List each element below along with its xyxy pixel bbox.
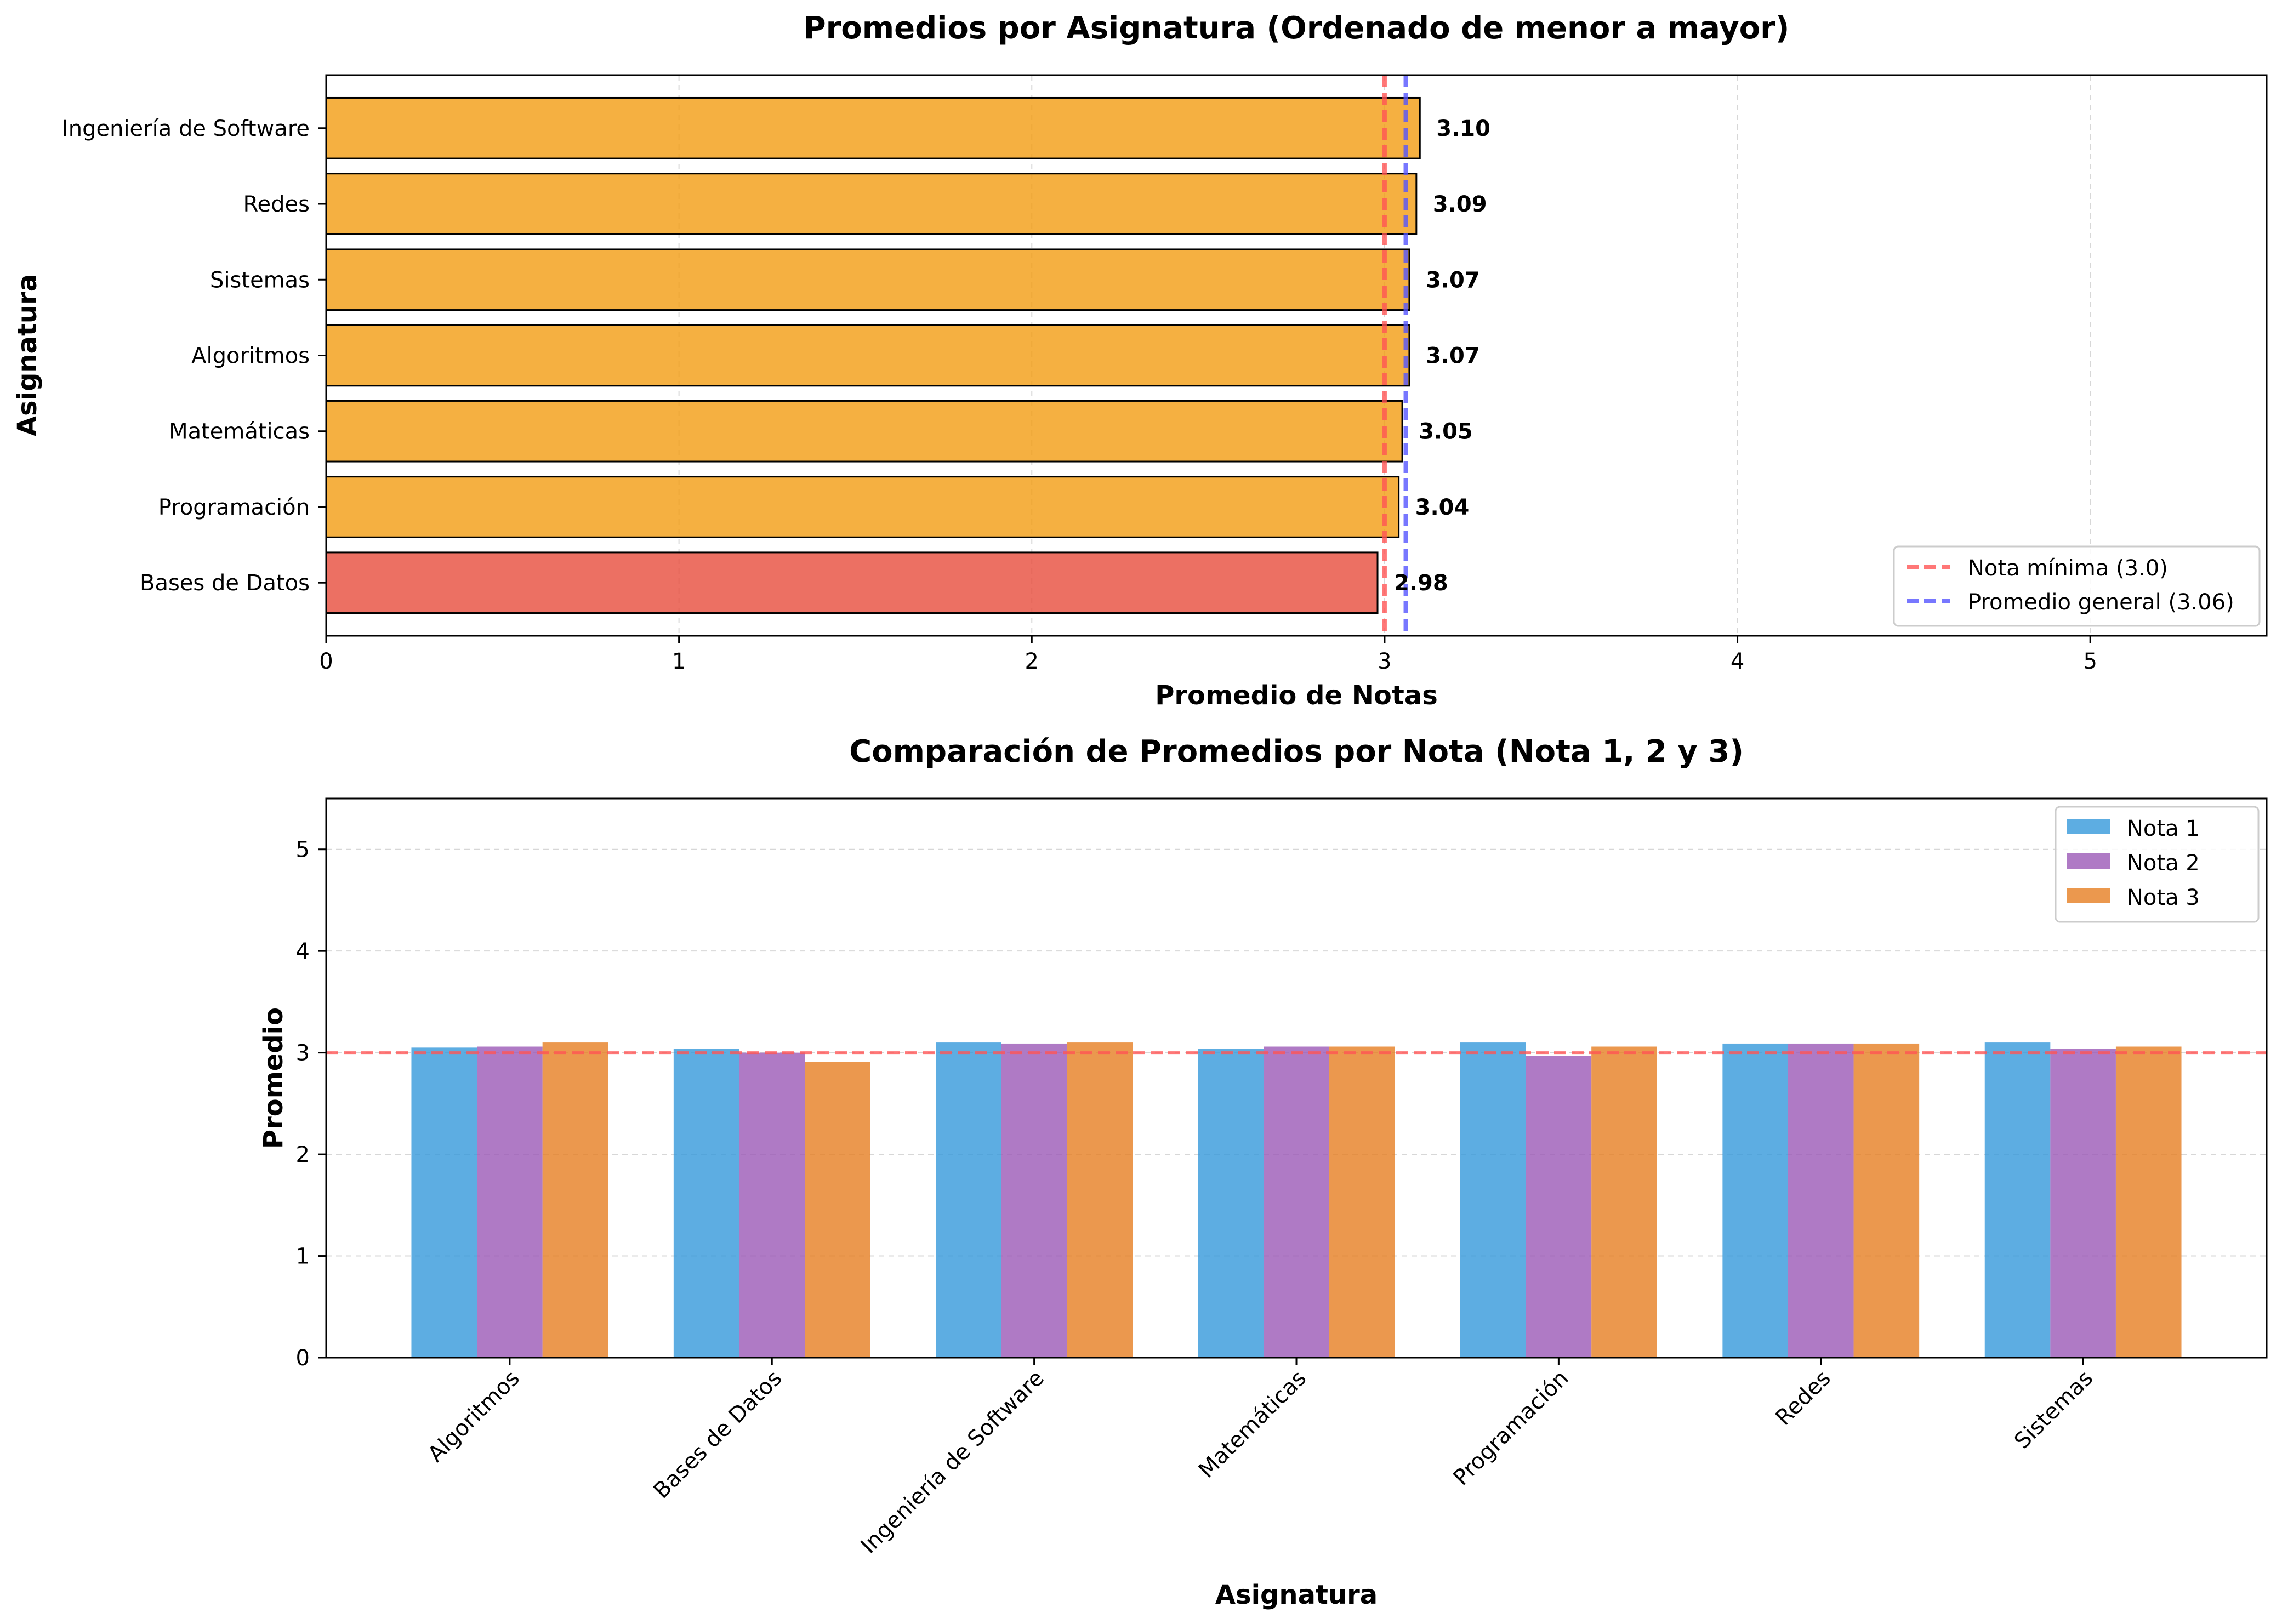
bar-ingenieria-de-software-nota-3: [1067, 1042, 1133, 1358]
value-label-redes: 3.09: [1433, 192, 1487, 217]
chart1-bars: [325, 96, 1421, 614]
chart1-x-tick-label: 2: [1025, 649, 1039, 674]
bar-sistemas: [325, 248, 1410, 311]
bar-bases-de-datos: [325, 551, 1379, 614]
chart2-y-tick-label: 4: [296, 939, 310, 964]
chart2-x-axis-label: Asignatura: [1215, 1580, 1378, 1610]
chart2-y-ticks: 0 1 2 3 4 5: [296, 837, 326, 1371]
chart1-x-tick-label: 5: [2083, 649, 2097, 674]
chart1-y-axis-label: Asignatura: [12, 274, 43, 436]
chart1-x-axis-label: Promedio de Notas: [1155, 680, 1438, 711]
chart1-x-tick-label: 0: [319, 649, 333, 674]
legend-swatch-nota-1: [2067, 819, 2110, 834]
chart2-y-tick-label: 1: [296, 1244, 310, 1269]
legend-label-overall-average: Promedio general (3.06): [1968, 590, 2234, 615]
chart-averages-by-subject: Promedios por Asignatura (Ordenado de me…: [12, 10, 2268, 711]
chart1-y-tick-label: Bases de Datos: [140, 571, 310, 596]
chart2-bars: [411, 1042, 2182, 1358]
chart1-x-tick-label: 3: [1378, 649, 1391, 674]
bar-matematicas-nota-2: [1264, 1046, 1329, 1358]
chart2-legend: Nota 1 Nota 2 Nota 3: [2055, 806, 2260, 923]
bar-programacion-nota-2: [1526, 1056, 1592, 1358]
bar-ingenieria-de-software-nota-1: [936, 1042, 1001, 1358]
bar-bases-de-datos-nota-3: [805, 1062, 870, 1358]
bar-algoritmos-nota-1: [411, 1047, 477, 1358]
value-label-sistemas: 3.07: [1426, 267, 1480, 293]
bar-sistemas-nota-3: [2115, 1046, 2182, 1358]
legend-label-nota-1: Nota 1: [2127, 816, 2200, 841]
chart1-x-tick-label: 4: [1731, 649, 1744, 674]
chart2-title: Comparación de Promedios por Nota (Nota …: [849, 734, 1744, 770]
bar-ingenieria-de-software-nota-2: [1001, 1043, 1067, 1358]
legend-label-minimum-grade: Nota mínima (3.0): [1968, 556, 2168, 581]
chart1-y-tick-label: Redes: [243, 192, 310, 217]
chart2-y-tick-label: 3: [296, 1041, 310, 1066]
bar-algoritmos-nota-3: [542, 1042, 608, 1358]
value-label-matematicas: 3.05: [1419, 419, 1473, 445]
value-label-algoritmos: 3.07: [1426, 344, 1480, 369]
chart1-y-tick-label: Matemáticas: [169, 419, 310, 445]
chart1-x-tick-label: 1: [672, 649, 686, 674]
bar-algoritmos-nota-2: [477, 1046, 543, 1358]
bar-matematicas: [325, 400, 1403, 463]
legend-swatch-nota-2: [2067, 853, 2110, 869]
bar-algoritmos: [325, 324, 1410, 387]
chart2-y-tick-label: 5: [296, 837, 310, 863]
value-label-programacion: 3.04: [1415, 495, 1470, 520]
value-label-ingenieria-de-software: 3.10: [1436, 116, 1490, 141]
bar-bases-de-datos-nota-1: [673, 1049, 739, 1358]
chart1-value-labels: 2.98 3.04 3.05 3.07 3.07 3.09 3.10: [1394, 116, 1490, 596]
bar-redes: [325, 173, 1418, 235]
chart2-y-axis-label: Promedio: [258, 1007, 289, 1149]
chart1-y-tick-label: Algoritmos: [191, 344, 310, 369]
chart1-y-tick-label: Ingeniería de Software: [62, 116, 310, 141]
chart1-legend-frame: [1893, 545, 2261, 627]
chart1-legend: Nota mínima (3.0) Promedio general (3.06…: [1893, 545, 2261, 627]
chart1-y-tick-label: Programación: [158, 495, 310, 520]
value-label-bases-de-datos: 2.98: [1394, 571, 1448, 596]
bar-redes-nota-1: [1722, 1043, 1788, 1358]
bar-sistemas-nota-2: [2050, 1049, 2116, 1358]
chart1-title: Promedios por Asignatura (Ordenado de me…: [804, 10, 1790, 46]
legend-swatch-nota-3: [2067, 888, 2110, 903]
bar-sistemas-nota-1: [1984, 1042, 2051, 1358]
chart2-y-tick-label: 2: [296, 1142, 310, 1167]
bar-programacion: [325, 476, 1400, 538]
chart1-y-ticks: Bases de Datos Programación Matemáticas Alg…: [62, 116, 326, 596]
bar-programacion-nota-3: [1591, 1046, 1657, 1358]
bar-matematicas-nota-3: [1329, 1046, 1395, 1358]
bar-redes-nota-3: [1853, 1043, 1920, 1358]
bar-redes-nota-2: [1788, 1043, 1854, 1358]
chart1-x-ticks: 0 1 2 3 4 5: [319, 636, 2097, 674]
legend-label-nota-3: Nota 3: [2127, 885, 2200, 910]
bar-ingenieria-de-software: [325, 96, 1421, 159]
chart1-reference-lines: [1382, 75, 1408, 636]
bar-programacion-nota-1: [1460, 1042, 1526, 1358]
bar-bases-de-datos-nota-2: [739, 1052, 805, 1358]
bar-matematicas-nota-1: [1198, 1049, 1264, 1358]
legend-label-nota-2: Nota 2: [2127, 851, 2200, 876]
chart1-y-tick-label: Sistemas: [210, 267, 310, 293]
chart2-y-tick-label: 0: [296, 1346, 310, 1371]
